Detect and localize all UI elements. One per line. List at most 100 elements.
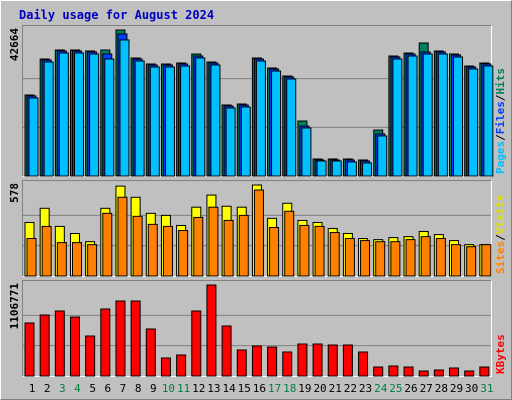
legend-entry: Files	[494, 101, 507, 134]
x-tick-label: 7	[120, 382, 127, 395]
x-tick-label: 29	[450, 382, 463, 395]
panel-bevel-dark	[22, 25, 492, 177]
x-tick-label: 14	[222, 382, 236, 395]
bar	[314, 225, 325, 277]
bar	[375, 241, 386, 277]
bar	[479, 366, 490, 377]
bar	[119, 39, 130, 177]
panel-bevel-dark	[22, 280, 492, 377]
legend-separator: /	[494, 234, 507, 241]
bar	[282, 351, 293, 377]
bar	[71, 242, 82, 277]
y-max-label: 578	[8, 183, 21, 203]
x-tick-label: 10	[162, 382, 175, 395]
legend-entry: KBytes	[494, 334, 507, 374]
bar	[437, 53, 448, 177]
bar	[362, 162, 373, 177]
bar	[104, 58, 115, 177]
bar	[453, 56, 464, 177]
bar	[221, 325, 232, 377]
bar	[255, 60, 266, 177]
bar	[100, 308, 111, 377]
bar	[422, 53, 433, 177]
bar	[24, 322, 35, 377]
x-tick-label: 22	[344, 382, 357, 395]
legend-entry: Visits	[494, 195, 507, 235]
bar	[403, 366, 414, 377]
bar	[451, 244, 462, 277]
bar	[89, 53, 100, 177]
legend: KBytes	[494, 334, 507, 374]
bar	[358, 351, 369, 377]
bar	[208, 206, 219, 277]
bar	[483, 65, 494, 177]
bar	[360, 240, 371, 277]
bar	[147, 223, 158, 277]
bar	[312, 343, 323, 377]
x-tick-label: 26	[404, 382, 417, 395]
y-max-label: 1106771	[8, 283, 21, 330]
bar	[240, 106, 251, 177]
bar	[327, 344, 338, 377]
bar	[284, 210, 295, 277]
bar	[390, 241, 401, 277]
bar	[85, 335, 96, 377]
bar	[43, 61, 54, 177]
bar	[145, 328, 156, 377]
bar	[41, 225, 52, 277]
y-max-label: 42664	[8, 28, 21, 61]
bar	[464, 370, 475, 377]
bar	[331, 160, 342, 177]
x-tick-label: 24	[374, 382, 388, 395]
bar	[481, 244, 492, 277]
x-tick-label: 15	[238, 382, 251, 395]
panel-bevel-dark	[22, 180, 492, 277]
bar	[149, 66, 160, 177]
bar	[87, 244, 98, 277]
bar	[134, 60, 145, 177]
bar	[178, 230, 189, 277]
x-tick-label: 9	[150, 382, 157, 395]
bar	[466, 246, 477, 277]
bar	[160, 357, 171, 377]
bar	[420, 236, 431, 277]
x-tick-label: 5	[89, 382, 96, 395]
bar	[344, 238, 355, 277]
x-tick-label: 18	[283, 382, 296, 395]
bar	[54, 310, 65, 377]
bar	[206, 284, 217, 377]
bar	[162, 225, 173, 277]
bar	[56, 242, 67, 277]
x-tick-label: 17	[268, 382, 281, 395]
bar	[26, 238, 37, 277]
bar	[223, 219, 234, 277]
x-tick-label: 8	[135, 382, 142, 395]
x-tick-label: 19	[298, 382, 311, 395]
bar	[39, 314, 50, 377]
bar	[132, 215, 143, 277]
x-tick-label: 28	[435, 382, 448, 395]
bar	[130, 300, 141, 377]
bar	[301, 127, 312, 177]
x-tick-label: 23	[359, 382, 372, 395]
bar	[405, 239, 416, 277]
bar	[193, 216, 204, 277]
bar	[267, 346, 278, 377]
bar	[271, 70, 282, 177]
bar	[28, 97, 39, 177]
legend-entry: Pages	[494, 141, 507, 174]
x-tick-label: 6	[104, 382, 111, 395]
bar	[373, 366, 384, 377]
legend-separator: /	[494, 134, 507, 141]
bar	[238, 214, 249, 277]
bar	[316, 160, 327, 177]
bar	[253, 189, 264, 277]
x-tick-label: 4	[74, 382, 81, 395]
x-tick-label: 30	[465, 382, 478, 395]
bar	[299, 224, 310, 277]
x-tick-label: 12	[192, 382, 205, 395]
x-tick-label: 27	[420, 382, 433, 395]
legend-separator: /	[494, 94, 507, 101]
